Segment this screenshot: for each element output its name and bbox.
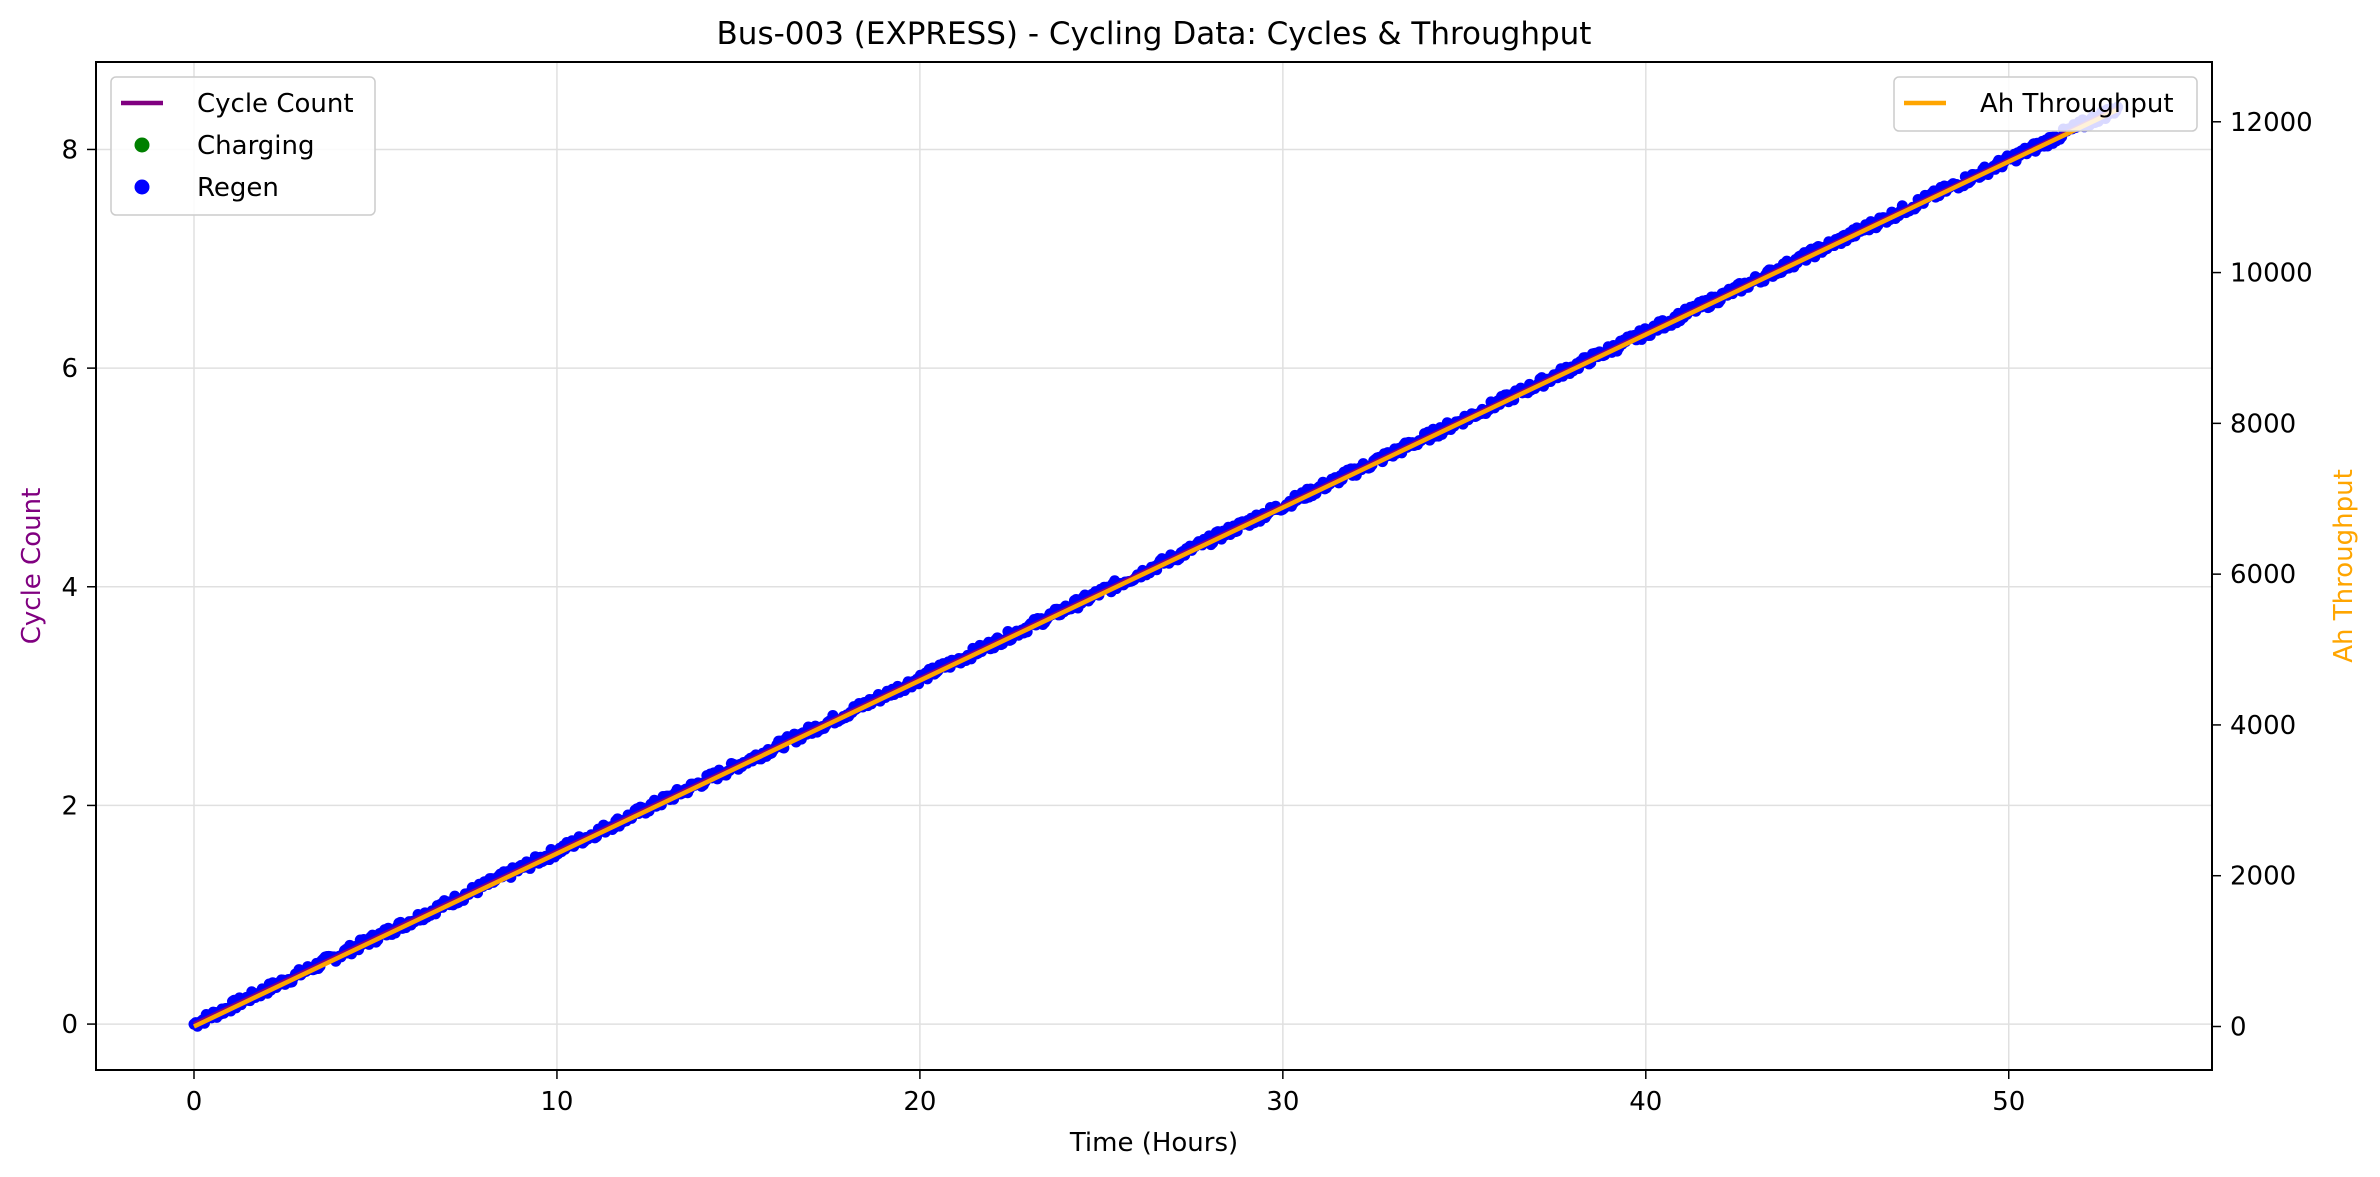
y-right-tick-label: 10000: [2230, 259, 2313, 289]
legend-label: Cycle Count: [197, 89, 354, 119]
legend-left: Cycle Count Charging Regen: [110, 76, 376, 216]
chart-title: Bus-003 (EXPRESS) - Cycling Data: Cycles…: [717, 16, 1592, 52]
x-tick-label: 50: [1992, 1087, 2025, 1117]
legend-box: [110, 76, 376, 216]
legend-label: Charging: [197, 131, 315, 161]
y-left-tick-label: 0: [61, 1010, 78, 1040]
legend-box: [1893, 76, 2198, 132]
y-right-tick-label: 2000: [2230, 862, 2296, 892]
grid-lines: [96, 62, 2212, 1070]
series-layer: [188, 101, 2124, 1032]
legend-dot-swatch: [134, 179, 150, 195]
plot-frame: [95, 61, 2213, 1071]
y-left-tick-label: 2: [61, 791, 78, 821]
legend-right: Ah Throughput: [1893, 76, 2198, 132]
y-right-axis-label: Ah Throughput: [2329, 469, 2359, 663]
legend-label: Ah Throughput: [1980, 89, 2174, 119]
y-left-tick-label: 6: [61, 354, 78, 384]
legend-dot-swatch: [134, 137, 150, 153]
y-left-tick-label: 8: [61, 135, 78, 165]
x-tick-label: 10: [540, 1087, 573, 1117]
x-axis: 0 10 20 30 40 50: [186, 1070, 2025, 1117]
y-left-axis: 0 2 4 6 8: [61, 135, 96, 1040]
y-left-tick-label: 4: [61, 573, 78, 603]
x-axis-label: Time (Hours): [1069, 1128, 1238, 1158]
x-tick-label: 20: [903, 1087, 936, 1117]
y-left-axis-label: Cycle Count: [17, 488, 47, 645]
y-right-tick-label: 6000: [2230, 560, 2296, 590]
y-right-tick-label: 8000: [2230, 409, 2296, 439]
y-right-tick-label: 4000: [2230, 711, 2296, 741]
y-right-tick-label: 12000: [2230, 108, 2313, 138]
legend-label: Regen: [197, 173, 279, 203]
x-tick-label: 0: [186, 1087, 203, 1117]
x-tick-label: 30: [1266, 1087, 1299, 1117]
ah-throughput-line: [193, 107, 2119, 1029]
y-right-axis: 0 2000 4000 6000 8000 10000 12000: [2212, 108, 2313, 1042]
y-right-tick-label: 0: [2230, 1012, 2247, 1042]
x-tick-label: 40: [1629, 1087, 1662, 1117]
